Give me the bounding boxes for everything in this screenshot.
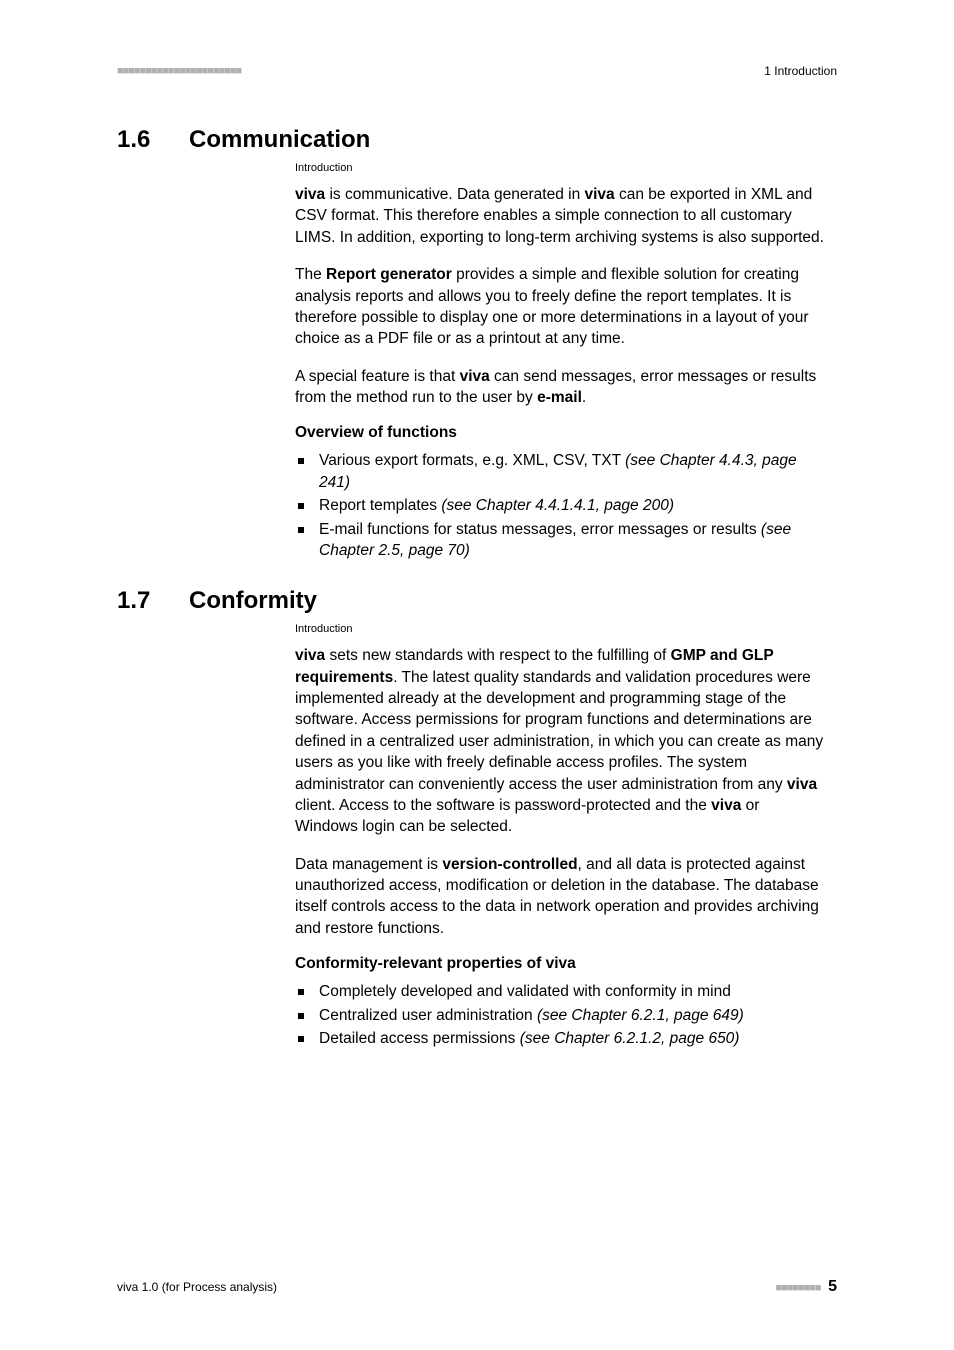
list-item: Completely developed and validated with … xyxy=(295,981,825,1002)
header-chapter-label: 1 Introduction xyxy=(764,64,837,78)
footer-right: ■■■■■■■■ 5 xyxy=(775,1278,837,1296)
header-ornament-left: ■■■■■■■■■■■■■■■■■■■■■■ xyxy=(117,65,241,77)
section-intro-label: Introduction xyxy=(295,623,825,635)
footer-product-label: viva 1.0 (for Process analysis) xyxy=(117,1280,277,1294)
section-title: Communication xyxy=(189,126,370,154)
body-paragraph: A special feature is that viva can send … xyxy=(295,366,825,409)
running-footer: viva 1.0 (for Process analysis) ■■■■■■■■… xyxy=(117,1278,837,1296)
function-list: Completely developed and validated with … xyxy=(295,981,825,1049)
list-item: Report templates (see Chapter 4.4.1.4.1,… xyxy=(295,495,825,516)
list-item: E-mail functions for status messages, er… xyxy=(295,519,825,562)
list-item: Various export formats, e.g. XML, CSV, T… xyxy=(295,450,825,493)
list-heading: Conformity-relevant properties of viva xyxy=(295,955,825,973)
list-heading: Overview of functions xyxy=(295,424,825,442)
list-item: Centralized user administration (see Cha… xyxy=(295,1005,825,1026)
footer-ornament: ■■■■■■■■ xyxy=(775,1282,820,1294)
section-intro-label: Introduction xyxy=(295,162,825,174)
body-paragraph: The Report generator provides a simple a… xyxy=(295,264,825,350)
section-title: Conformity xyxy=(189,587,317,615)
section-number: 1.6 xyxy=(117,126,189,154)
section-number: 1.7 xyxy=(117,587,189,615)
section: 1.6Communication Introduction viva is comm… xyxy=(117,126,837,561)
body-paragraph: Data management is version-controlled, a… xyxy=(295,854,825,940)
section-heading-row: 1.6Communication xyxy=(117,126,837,154)
list-item: Detailed access permissions (see Chapter… xyxy=(295,1028,825,1049)
section-content: Introduction viva sets new standards with… xyxy=(295,623,825,1049)
section-heading-row: 1.7Conformity xyxy=(117,587,837,615)
body-paragraph: viva sets new standards with respect to … xyxy=(295,645,825,837)
footer-page-number: 5 xyxy=(828,1278,837,1295)
section-content: Introduction viva is communicative. Data … xyxy=(295,162,825,561)
running-header: ■■■■■■■■■■■■■■■■■■■■■■ 1 Introduction xyxy=(117,64,837,78)
sections-container: 1.6Communication Introduction viva is comm… xyxy=(117,126,837,1049)
body-paragraph: viva is communicative. Data generated in… xyxy=(295,184,825,248)
page: ■■■■■■■■■■■■■■■■■■■■■■ 1 Introduction 1.… xyxy=(0,0,954,1350)
function-list: Various export formats, e.g. XML, CSV, T… xyxy=(295,450,825,561)
section: 1.7Conformity Introduction viva sets new s… xyxy=(117,587,837,1049)
